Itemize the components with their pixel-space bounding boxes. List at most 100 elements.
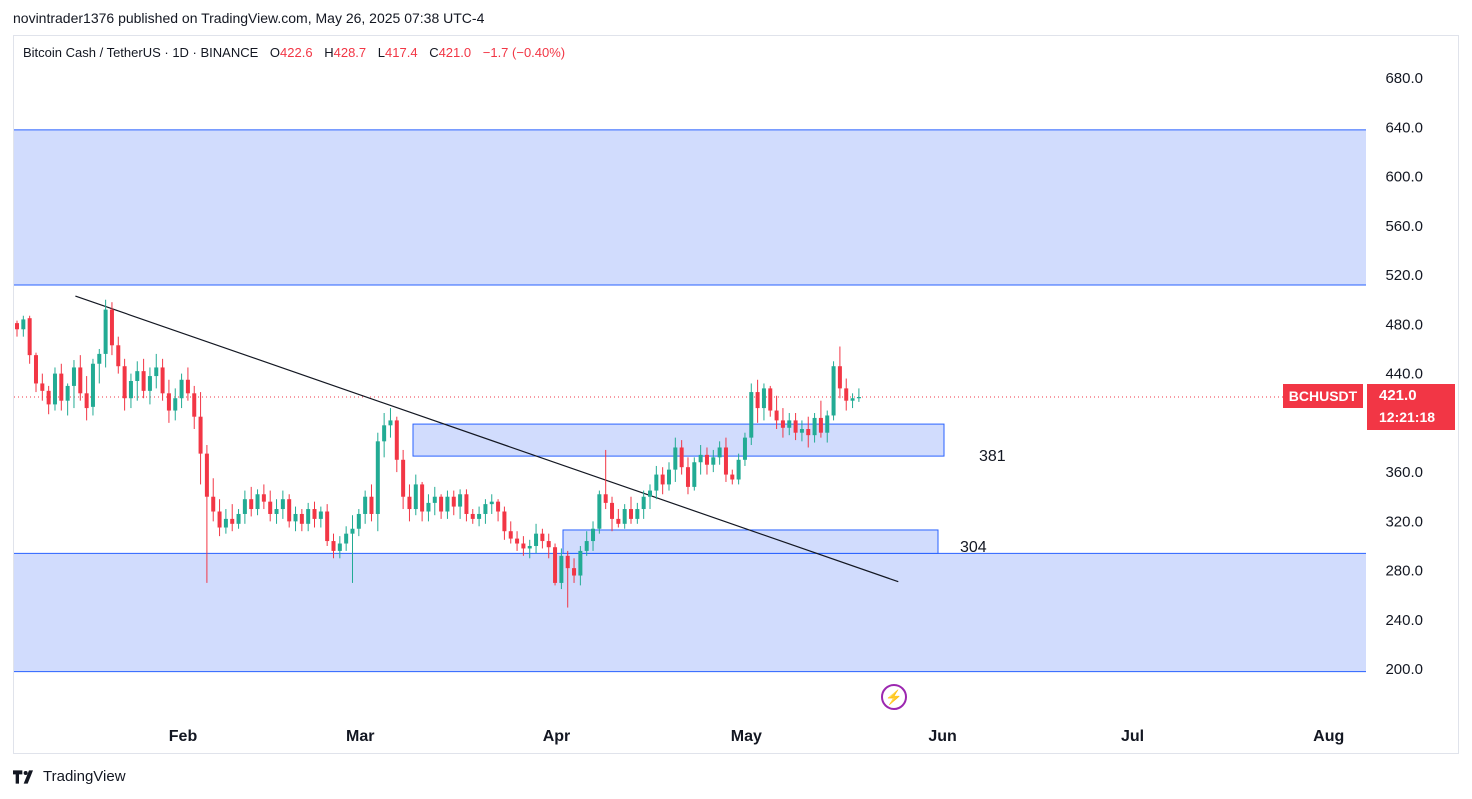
candle[interactable] (382, 413, 387, 458)
candle[interactable] (470, 509, 475, 524)
candle[interactable] (439, 494, 444, 519)
candle[interactable] (109, 302, 114, 356)
candle[interactable] (793, 413, 798, 441)
candle[interactable] (553, 543, 558, 586)
candle[interactable] (280, 490, 285, 519)
zone-box[interactable] (562, 529, 939, 554)
candle[interactable] (312, 501, 317, 528)
candle[interactable] (255, 489, 260, 516)
candle[interactable] (249, 486, 254, 517)
candle[interactable] (27, 315, 32, 364)
candle[interactable] (572, 558, 577, 583)
candle[interactable] (546, 533, 551, 559)
candle[interactable] (46, 385, 51, 415)
candle[interactable] (768, 385, 773, 417)
candle[interactable] (825, 410, 830, 443)
candle[interactable] (426, 494, 431, 522)
candle[interactable] (401, 449, 406, 510)
candle[interactable] (394, 416, 399, 473)
candle[interactable] (698, 445, 703, 475)
trendline[interactable] (75, 295, 899, 583)
candle[interactable] (464, 489, 469, 522)
candle[interactable] (723, 437, 728, 482)
candle[interactable] (610, 496, 615, 532)
candle[interactable] (521, 536, 526, 556)
candle[interactable] (704, 447, 709, 475)
candle[interactable] (211, 478, 216, 522)
candle[interactable] (850, 393, 855, 409)
candle[interactable] (306, 502, 311, 532)
candle[interactable] (648, 484, 652, 510)
candle[interactable] (223, 509, 228, 534)
candle[interactable] (749, 383, 754, 446)
candle[interactable] (641, 490, 646, 519)
candle[interactable] (818, 400, 823, 438)
candle[interactable] (337, 536, 342, 559)
candle[interactable] (318, 506, 323, 528)
candle[interactable] (622, 504, 627, 529)
zone-box[interactable] (14, 553, 1366, 672)
candle[interactable] (122, 358, 127, 411)
candle[interactable] (78, 355, 83, 401)
candle[interactable] (268, 490, 273, 522)
candle[interactable] (483, 499, 488, 524)
candle[interactable] (837, 346, 842, 399)
candle[interactable] (451, 490, 456, 516)
candle[interactable] (844, 378, 849, 411)
candle[interactable] (711, 449, 716, 473)
candle[interactable] (692, 457, 697, 491)
candle[interactable] (344, 526, 349, 551)
candle[interactable] (147, 367, 152, 405)
candle[interactable] (666, 462, 671, 491)
candle[interactable] (654, 465, 659, 500)
candle[interactable] (502, 506, 507, 540)
candle[interactable] (761, 383, 766, 421)
candle[interactable] (831, 361, 836, 421)
candle[interactable] (65, 383, 70, 416)
candle[interactable] (812, 413, 817, 443)
candle[interactable] (559, 548, 564, 590)
candle[interactable] (325, 504, 330, 546)
candle[interactable] (154, 353, 159, 389)
candle[interactable] (673, 437, 678, 482)
candle[interactable] (90, 358, 95, 416)
candle[interactable] (717, 441, 722, 465)
candle[interactable] (15, 320, 19, 337)
candle[interactable] (71, 360, 76, 409)
candle[interactable] (742, 432, 747, 466)
candle[interactable] (388, 408, 393, 438)
candle[interactable] (496, 499, 501, 522)
candle[interactable] (141, 358, 146, 399)
candle[interactable] (179, 373, 184, 409)
candle[interactable] (679, 440, 684, 475)
candle[interactable] (116, 336, 121, 374)
candle[interactable] (780, 408, 785, 438)
candle[interactable] (736, 453, 741, 485)
candle[interactable] (185, 367, 190, 401)
zone-box[interactable] (412, 423, 945, 457)
candle[interactable] (103, 299, 108, 368)
candle[interactable] (40, 373, 45, 401)
candle[interactable] (363, 490, 368, 524)
candle[interactable] (160, 358, 165, 401)
candle[interactable] (33, 352, 38, 393)
candle[interactable] (685, 457, 690, 495)
candle[interactable] (591, 521, 596, 551)
candle[interactable] (356, 509, 361, 537)
candle[interactable] (293, 506, 298, 532)
lightning-bolt-icon[interactable]: ⚡ (881, 684, 907, 710)
candle[interactable] (331, 533, 336, 559)
candle[interactable] (806, 416, 811, 448)
candle[interactable] (21, 315, 26, 337)
candle[interactable] (565, 550, 570, 608)
candle[interactable] (173, 388, 178, 421)
candle[interactable] (230, 504, 235, 532)
candle[interactable] (540, 528, 545, 549)
candle[interactable] (445, 490, 450, 519)
candle[interactable] (629, 496, 634, 524)
candle[interactable] (508, 521, 513, 544)
candle[interactable] (787, 413, 792, 436)
candle[interactable] (527, 539, 532, 559)
candle[interactable] (274, 499, 279, 524)
candle[interactable] (597, 490, 602, 534)
